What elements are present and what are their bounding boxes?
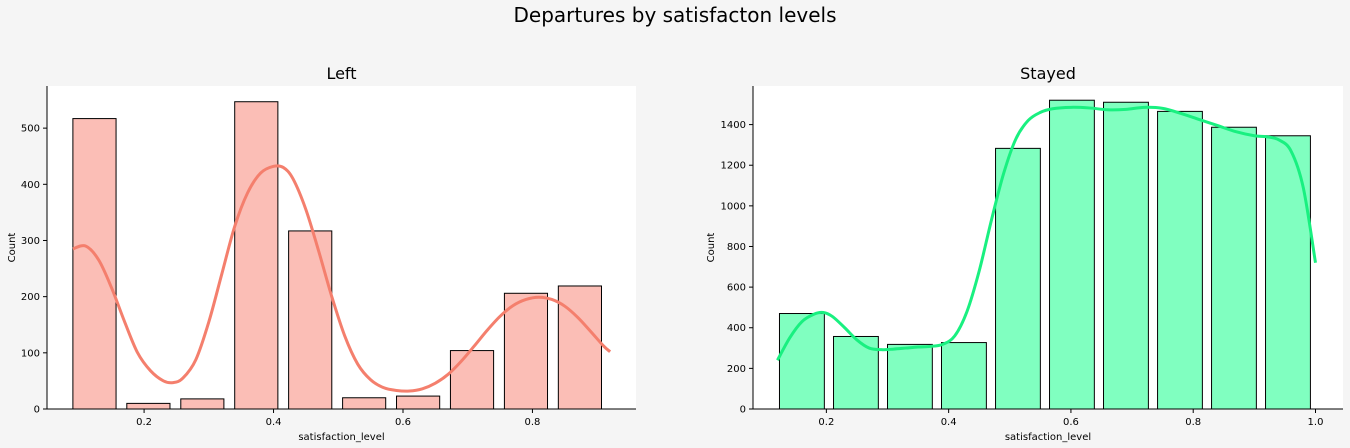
stayed-x-ticks: 0.2 0.4 0.6 0.8 1.0 (818, 409, 1323, 428)
left-bar-0 (72, 118, 117, 410)
stayed-x-tick-label-4: 1.0 (1308, 417, 1324, 428)
left-y-tick-label-2: 200 (21, 292, 40, 303)
stayed-bar-3 (940, 342, 987, 410)
stayed-panel: Stayed 0.2 0.4 0.6 0.8 1.0 0 200 400 600 800 1000… (706, 64, 1343, 443)
left-x-axis-label: satisfaction_level (298, 432, 384, 443)
stayed-bar-9 (1265, 135, 1311, 410)
stayed-y-axis-label: Count (706, 233, 717, 263)
stayed-y-tick-label-5: 1000 (721, 201, 746, 212)
stayed-bar-0 (778, 313, 825, 410)
stayed-y-tick-label-2: 400 (727, 323, 746, 334)
left-x-ticks: 0.2 0.4 0.6 0.8 (136, 409, 540, 428)
left-x-tick-label-3: 0.8 (524, 417, 540, 428)
stayed-bar-8 (1211, 126, 1257, 410)
stayed-x-axis-label: satisfaction_level (1005, 432, 1091, 443)
stayed-x-tick-label-3: 0.8 (1185, 417, 1201, 428)
left-bar-7 (449, 350, 495, 410)
left-x-tick-label-1: 0.4 (266, 417, 282, 428)
stayed-y-tick-label-1: 200 (727, 364, 746, 375)
stayed-x-tick-label-0: 0.2 (818, 417, 834, 428)
left-y-axis-label: Count (7, 233, 18, 263)
left-panel-title: Left (326, 64, 356, 83)
left-y-tick-label-4: 400 (21, 180, 40, 191)
left-y-ticks: 0 100 200 300 400 500 (21, 124, 47, 416)
stayed-kde-curve (776, 105, 1317, 361)
left-bar-4 (288, 230, 333, 410)
left-bar-1 (126, 402, 171, 410)
left-y-tick-label-5: 500 (21, 124, 40, 135)
figure-title: Departures by satisfacton levels (513, 3, 836, 27)
stayed-bar-2 (887, 343, 933, 410)
stayed-bar-4 (995, 147, 1041, 410)
stayed-y-tick-label-6: 1200 (721, 161, 746, 172)
left-panel: Left 0.2 0.4 0.6 0.8 0 100 200 300 400 500 satis… (7, 64, 636, 443)
stayed-y-ticks: 0 200 400 600 800 1000 1200 1400 (721, 120, 753, 416)
stayed-bar-5 (1049, 99, 1095, 410)
stayed-x-tick-label-1: 0.4 (941, 417, 957, 428)
left-bar-5 (342, 397, 387, 410)
left-bar-2 (180, 398, 225, 410)
stayed-y-tick-label-7: 1400 (721, 120, 746, 131)
stayed-panel-title: Stayed (1020, 64, 1076, 83)
left-y-tick-label-3: 300 (21, 236, 40, 247)
left-bar-6 (396, 395, 441, 410)
left-bar-8 (503, 292, 549, 410)
left-x-tick-label-0: 0.2 (136, 417, 152, 428)
stayed-x-tick-label-2: 0.6 (1063, 417, 1079, 428)
stayed-y-tick-label-3: 600 (727, 283, 746, 294)
left-kde-curve (72, 164, 612, 393)
stayed-y-tick-label-4: 800 (727, 242, 746, 253)
stayed-bar-7 (1157, 110, 1203, 410)
left-bars (72, 101, 603, 410)
left-bar-3 (234, 101, 279, 410)
stayed-y-tick-label-0: 0 (740, 405, 746, 416)
left-x-tick-label-2: 0.6 (395, 417, 411, 428)
left-y-tick-label-1: 100 (21, 348, 40, 359)
left-y-tick-label-0: 0 (34, 405, 40, 416)
stayed-bar-6 (1103, 101, 1149, 410)
